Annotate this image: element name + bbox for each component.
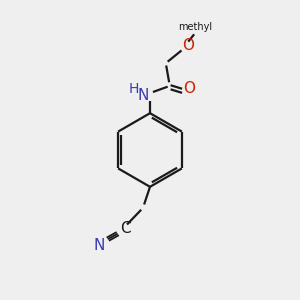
Text: C: C <box>120 220 130 236</box>
Text: O: O <box>182 38 194 53</box>
Text: H: H <box>129 82 139 96</box>
Text: N: N <box>93 238 105 253</box>
Text: N: N <box>138 88 149 103</box>
Text: methyl: methyl <box>178 22 213 32</box>
Text: O: O <box>183 81 195 96</box>
